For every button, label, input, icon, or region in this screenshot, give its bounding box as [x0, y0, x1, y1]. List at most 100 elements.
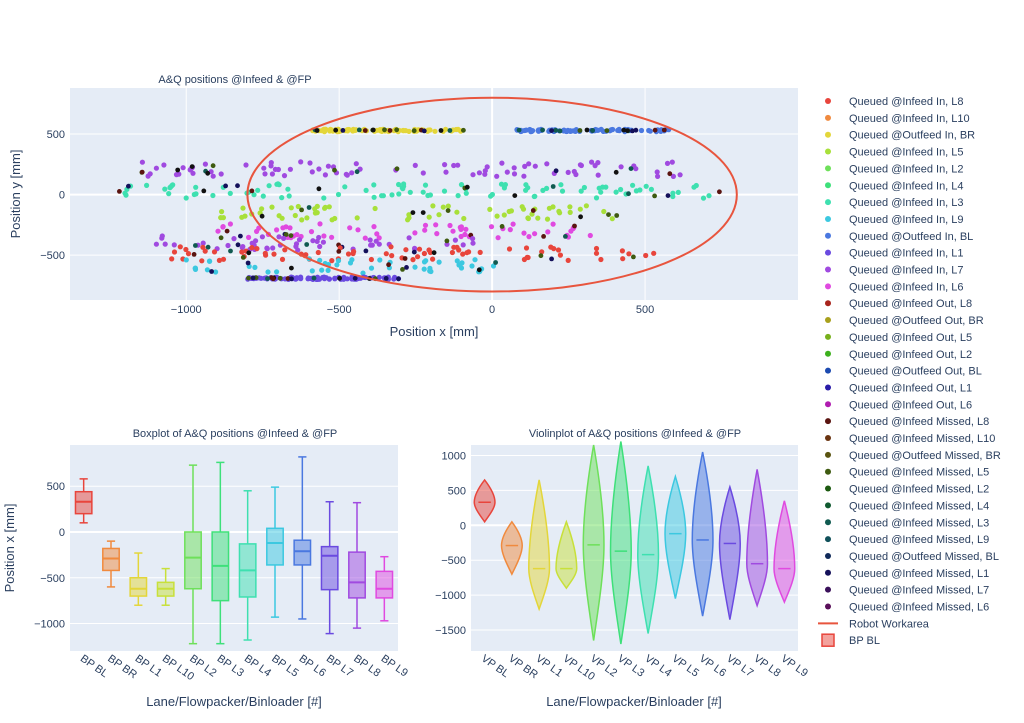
scatter-point: [540, 127, 545, 133]
scatter-point: [225, 242, 231, 249]
scatter-point: [531, 193, 537, 200]
scatter-point: [293, 241, 300, 247]
legend-item[interactable]: Queued @Infeed Out, L1: [825, 382, 972, 394]
legend-item[interactable]: Queued @Outfeed Out, BR: [825, 315, 984, 327]
scatter-point: [200, 240, 206, 246]
scatter-point: [470, 240, 476, 246]
legend-item[interactable]: Queued @Infeed Missed, L9: [825, 534, 989, 546]
legend-item[interactable]: Queued @Infeed In, L5: [825, 147, 964, 159]
scatter-point: [350, 128, 356, 134]
legend-item[interactable]: Queued @Infeed Missed, L4: [825, 500, 989, 512]
legend-item[interactable]: Queued @Infeed In, L4: [825, 180, 964, 192]
scatter-point: [550, 184, 556, 189]
legend-item[interactable]: Queued @Infeed In, L1: [825, 248, 964, 260]
scatter-point: [572, 223, 577, 229]
legend-item[interactable]: Queued @Outfeed Out, BL: [825, 366, 982, 378]
legend-item[interactable]: Queued @Infeed Missed, L2: [825, 484, 989, 496]
boxplot-plot-area[interactable]: [70, 445, 398, 651]
scatter-point: [250, 275, 256, 281]
legend-item[interactable]: Queued @Infeed Missed, L5: [825, 467, 989, 479]
boxplot-box[interactable]: [184, 464, 202, 645]
scatter-point: [510, 221, 516, 227]
boxplot-box[interactable]: [102, 540, 120, 588]
violin-shape[interactable]: [609, 441, 632, 645]
legend-item[interactable]: Queued @Infeed Missed, L1: [825, 568, 989, 580]
violin-shape[interactable]: [582, 444, 605, 641]
legend-item[interactable]: Queued @Outfeed Missed, BL: [825, 551, 999, 563]
legend-item[interactable]: Queued @Infeed Missed, L7: [825, 585, 989, 597]
scatter-point: [643, 252, 649, 259]
legend-item[interactable]: Queued @Outfeed In, BR: [825, 130, 975, 142]
scatter-point: [337, 275, 342, 281]
legend-marker: [825, 485, 831, 492]
scatter-point: [411, 128, 417, 134]
scatter-point: [243, 162, 249, 168]
legend-item[interactable]: Queued @Infeed In, L9: [825, 214, 964, 226]
legend-item[interactable]: Queued @Infeed In, L2: [825, 163, 964, 175]
scatter-point: [387, 128, 393, 133]
boxplot-box[interactable]: [266, 486, 284, 618]
legend-item[interactable]: Queued @Infeed Missed, L10: [825, 433, 995, 445]
scatter-point: [270, 276, 276, 282]
boxplot-box[interactable]: [156, 567, 175, 606]
scatter-point: [655, 173, 661, 179]
legend-item[interactable]: Queued @Infeed In, L6: [825, 281, 964, 293]
legend-item[interactable]: Queued @Infeed Out, L5: [825, 332, 972, 344]
legend-item[interactable]: Queued @Infeed Missed, L8: [825, 416, 989, 428]
violin-shape[interactable]: [773, 500, 796, 605]
legend-item[interactable]: Queued @Outfeed In, BL: [825, 231, 973, 243]
legend-item[interactable]: BP BL: [821, 633, 880, 647]
legend-item[interactable]: Queued @Infeed In, L10: [825, 113, 970, 125]
legend-item[interactable]: Queued @Infeed In, L3: [825, 197, 964, 209]
scatter-point: [526, 234, 532, 240]
violin-shape[interactable]: [500, 520, 523, 576]
scatter-point: [412, 162, 418, 168]
boxplot-box[interactable]: [129, 552, 148, 606]
legend-item[interactable]: Queued @Infeed Out, L6: [825, 399, 972, 411]
violin-shape[interactable]: [528, 479, 551, 612]
legend-item[interactable]: Queued @Infeed Missed, L3: [825, 517, 989, 529]
violin-shape[interactable]: [664, 473, 687, 599]
robot-workarea-ellipse-shape: [246, 96, 738, 293]
violin-shape[interactable]: [718, 484, 741, 620]
violin-shape[interactable]: [555, 519, 578, 590]
violin-shape[interactable]: [691, 451, 714, 617]
legend-item[interactable]: Queued @Infeed In, L7: [825, 265, 964, 277]
scatter-point: [544, 185, 550, 191]
scatter-point: [249, 188, 255, 194]
legend-item[interactable]: Queued @Outfeed Missed, BR: [825, 450, 1001, 462]
scatter-point: [425, 192, 431, 199]
boxplot-box[interactable]: [211, 461, 230, 645]
scatter-point: [595, 160, 601, 166]
boxplot-box[interactable]: [348, 501, 366, 629]
scatter-point: [345, 251, 352, 257]
boxplot-box[interactable]: [293, 456, 312, 620]
legend-item[interactable]: Queued @Infeed Out, L2: [825, 349, 972, 361]
boxplot-box[interactable]: [74, 478, 93, 524]
scatter-point: [544, 161, 550, 167]
violin-shape[interactable]: [746, 469, 769, 609]
legend-marker: [825, 451, 831, 458]
violinplot-marks: [473, 441, 796, 645]
scatter-point: [202, 248, 208, 254]
violinplot-plot-area[interactable]: [471, 445, 798, 651]
scatter-point: [447, 222, 453, 229]
violinplot-ytick-label: 0: [460, 520, 466, 532]
scatter-point: [314, 238, 320, 244]
scatter-point: [145, 173, 151, 179]
scatter-point: [312, 210, 318, 216]
violin-shape[interactable]: [473, 478, 496, 524]
legend-item[interactable]: Queued @Infeed Missed, L6: [825, 602, 989, 614]
scatter-point: [618, 164, 624, 170]
legend-item[interactable]: Robot Workarea: [818, 618, 930, 630]
scatter-point: [274, 227, 280, 233]
boxplot-box[interactable]: [238, 490, 257, 641]
violin-shape[interactable]: [637, 465, 660, 634]
scatter-point: [402, 256, 408, 261]
legend: Queued @Infeed In, L8 Queued @Infeed In, …: [818, 96, 1001, 647]
legend-item[interactable]: Queued @Infeed In, L8: [825, 96, 964, 108]
legend-item[interactable]: Queued @Infeed Out, L8: [825, 298, 972, 310]
boxplot-box[interactable]: [375, 555, 394, 622]
scatter-point: [334, 262, 340, 268]
boxplot-box[interactable]: [320, 501, 339, 635]
